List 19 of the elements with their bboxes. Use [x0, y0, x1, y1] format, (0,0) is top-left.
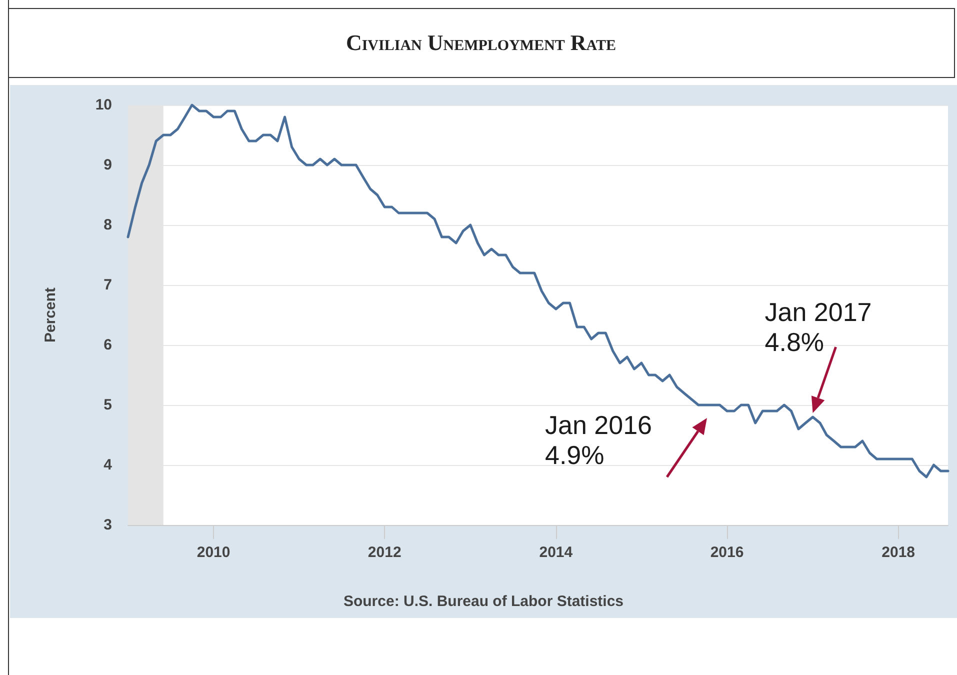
y-tick-label: 9 [104, 156, 112, 174]
annotation: Jan 2016 4.9% [545, 410, 652, 470]
y-axis-title: Percent [42, 287, 59, 343]
source-note: Source: U.S. Bureau of Labor Statistics [342, 593, 625, 610]
x-tick-label: 2014 [539, 544, 574, 561]
chart-title: Civilian Unemployment Rate [8, 8, 955, 78]
x-tick-label: 2010 [196, 544, 230, 561]
y-tick-label: 6 [104, 336, 112, 354]
y-tick-label: 5 [104, 396, 112, 414]
x-tick-label: 2012 [368, 544, 402, 561]
x-tick-label: 2016 [710, 544, 744, 561]
annotation: Jan 2017 4.8% [764, 297, 872, 357]
y-tick-label: 3 [104, 516, 112, 534]
y-tick-label: 8 [104, 216, 112, 234]
y-tick-label: 4 [104, 456, 113, 474]
line-series [126, 104, 950, 478]
y-tick-label: 7 [104, 276, 112, 294]
x-tick-label: 2018 [882, 544, 916, 561]
y-tick-label: 10 [95, 96, 112, 114]
